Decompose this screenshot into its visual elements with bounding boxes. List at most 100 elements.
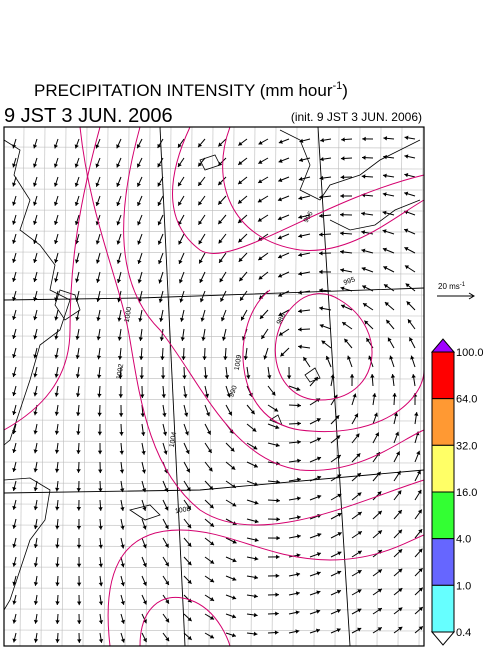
wind-arrow-head — [97, 450, 103, 455]
wind-arrow-head — [75, 355, 80, 359]
wind-arrow-head — [418, 529, 423, 534]
wind-arrow-head — [199, 298, 205, 303]
wind-arrow-head — [357, 511, 362, 516]
isobar-label: 995 — [343, 276, 356, 287]
wind-arrow-head — [12, 600, 17, 605]
wind-arrow-head — [319, 323, 324, 329]
wind-arrow-head — [199, 278, 204, 283]
wind-arrow-head — [96, 355, 102, 360]
wind-arrow-head — [187, 635, 192, 640]
wind-arrow-head — [55, 620, 60, 624]
wind-arrow-head — [96, 278, 101, 283]
wind-arrow-head — [362, 285, 367, 290]
grid-line — [3, 167, 425, 170]
wind-arrow-head — [357, 570, 362, 574]
wind-arrow-head — [185, 449, 190, 454]
wind-arrow-head — [74, 163, 79, 168]
wind-arrow-head — [254, 537, 259, 543]
wind-arrow-head — [76, 469, 81, 473]
wind-arrow-head — [98, 582, 104, 587]
coastline — [279, 129, 421, 201]
wind-arrow-head — [297, 458, 301, 464]
wind-arrow-head — [117, 317, 122, 322]
wind-arrow-head — [137, 201, 142, 206]
wind-arrow-head — [254, 519, 259, 524]
wind-arrow-head — [183, 394, 188, 398]
wind-arrow-head — [392, 393, 397, 397]
wind-arrow-head — [275, 592, 279, 597]
wind-arrow-head — [372, 393, 377, 397]
colorbar-segment — [431, 398, 455, 446]
wind-arrow-head — [142, 525, 147, 530]
grid-line — [3, 377, 425, 380]
wind-arrow-head — [76, 450, 81, 454]
isobar-label: 1009 — [234, 354, 244, 371]
wind-arrow-head — [278, 254, 283, 259]
wind-arrow-head — [140, 432, 146, 436]
wind-arrow-head — [231, 465, 236, 470]
wind-arrow-head — [404, 135, 409, 140]
wind-arrow-head — [218, 161, 223, 166]
wind-arrow-head — [315, 628, 320, 633]
wind-arrow-head — [187, 524, 192, 529]
wind-arrow-head — [277, 197, 283, 202]
wind-arrow-head — [278, 139, 283, 144]
grid-line — [103, 126, 109, 647]
wind-arrow-head — [165, 562, 169, 567]
wind-arrow-head — [98, 469, 103, 474]
wind-arrow-head — [33, 335, 38, 340]
wind-arrow-head — [179, 317, 185, 322]
wind-arrow-head — [410, 355, 415, 360]
wind-arrow-head — [157, 240, 162, 245]
grid-line — [40, 126, 46, 647]
wind-arrow-head — [336, 609, 341, 614]
wind-arrow-head — [316, 437, 321, 442]
wind-arrow-head — [258, 256, 263, 261]
wind-arrow-head — [376, 471, 381, 476]
grid-line — [3, 272, 425, 275]
wind-arrow-head — [209, 559, 215, 564]
wind-arrow-head — [361, 248, 366, 253]
wind-arrow-head — [33, 544, 39, 548]
wind-arrow-head — [298, 252, 303, 257]
wind-arrow-head — [33, 373, 38, 378]
wind-arrow-head — [12, 505, 17, 510]
wind-arrow-head — [209, 578, 215, 583]
wind-arrow-head — [316, 456, 322, 461]
wind-arrow-head — [120, 563, 125, 568]
wind-arrow-head — [336, 455, 341, 459]
wind-arrow-head — [76, 544, 82, 549]
wind-arrow-head — [181, 356, 186, 360]
wind-arrow-head — [232, 576, 237, 581]
isobar — [123, 126, 425, 471]
wind-arrow-head — [136, 163, 141, 168]
wind-arrow-head — [12, 201, 17, 206]
wind-arrow-head — [253, 612, 258, 618]
wind-arrow-head — [355, 433, 360, 438]
wind-arrow-head — [209, 522, 214, 527]
wind-arrow-head — [208, 467, 213, 472]
wind-arrow-head — [337, 570, 342, 575]
wind-arrow-head — [418, 626, 423, 631]
wind-arrow-head — [98, 544, 103, 549]
wind-arrow-head — [276, 498, 280, 503]
wind-arrow-head — [33, 600, 39, 605]
wind-arrow-head — [336, 589, 341, 594]
wind-arrow-head — [342, 322, 347, 326]
wind-arrow-head — [320, 137, 325, 143]
wind-arrow-head — [12, 448, 17, 453]
wind-arrow-head — [157, 201, 162, 206]
wind-arrow-head — [396, 470, 401, 476]
wind-arrow-head — [76, 582, 82, 587]
colorbar: 100.0 64.0 32.0 16.0 4.0 1.0 0.4 — [430, 338, 484, 646]
wind-arrow-head — [160, 375, 166, 379]
grid-line — [124, 126, 130, 647]
colorbar-label: 32.0 — [456, 440, 477, 452]
wind-arrow-head — [276, 554, 280, 560]
wind-arrow-head — [137, 279, 142, 284]
wind-arrow-head — [74, 221, 80, 226]
colorbar-top — [430, 338, 456, 353]
wind-arrow-head — [198, 240, 203, 245]
wind-arrow-head — [296, 386, 301, 391]
wind-arrow-head — [257, 198, 263, 203]
